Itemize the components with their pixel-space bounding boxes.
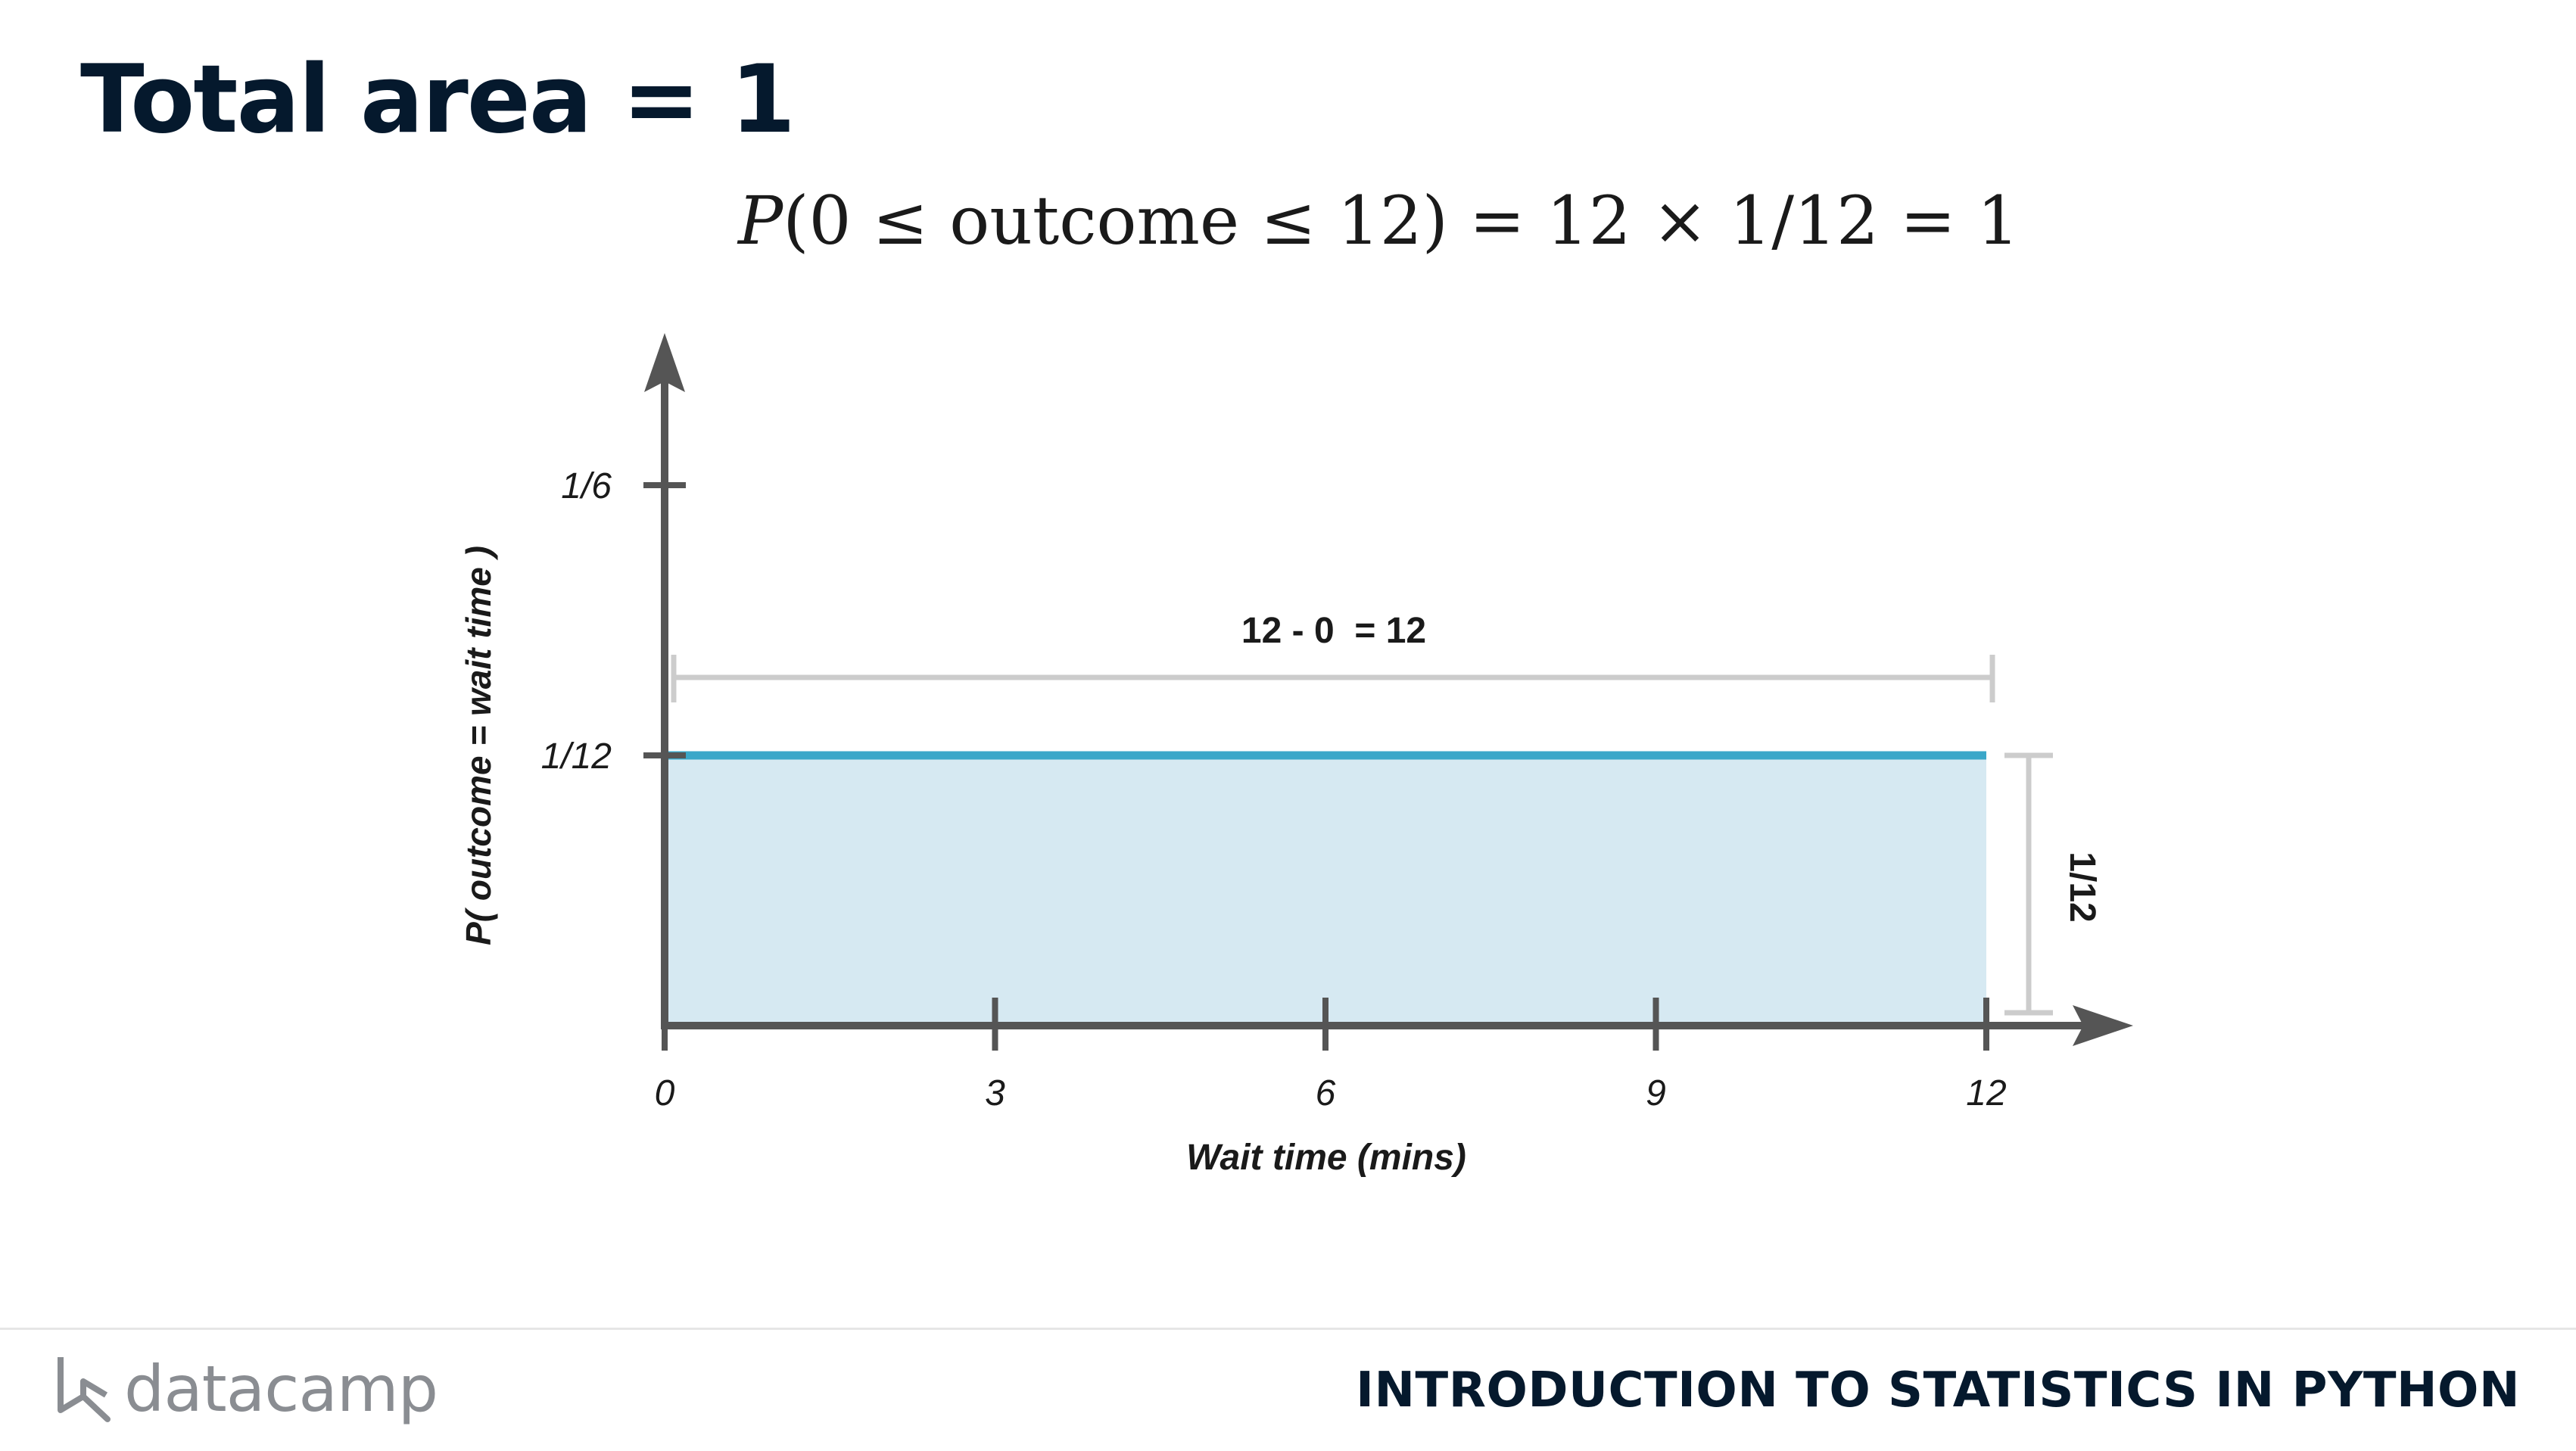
probability-formula: P(0 ≤ outcome ≤ 12) = 12 × 1/12 = 1 [738,182,2020,260]
course-title: INTRODUCTION TO STATISTICS IN PYTHON [1356,1362,2520,1418]
height-annotation-label: 1/12 [2062,852,2102,922]
footer-divider [0,1328,2576,1330]
x-tick-label: 12 [1966,1073,2006,1113]
x-tick-label: 9 [1646,1073,1666,1113]
y-tick-label: 1/12 [541,736,612,777]
slide-title: Total area = 1 [80,45,796,154]
datacamp-logo: datacamp [53,1351,438,1427]
x-tick-label: 6 [1316,1073,1336,1113]
formula-variable: P [738,182,783,260]
density-area-fill [665,755,1986,1026]
datacamp-logo-icon [58,1357,111,1422]
y-tick-label: 1/6 [561,466,612,506]
y-axis-label: P( outcome = wait time ) [459,546,498,945]
uniform-distribution-chart: 0 3 6 9 12 1/6 1/12 Wait time (mins) P( outcom… [459,333,2133,1178]
formula-expression: (0 ≤ outcome ≤ 12) = 12 × 1/12 = 1 [783,182,2020,260]
x-axis-label: Wait time (mins) [1186,1138,1466,1178]
x-tick-label: 3 [985,1073,1005,1113]
width-annotation-label: 12 - 0 = 12 [1241,611,1426,651]
x-axis-arrowhead [2073,1005,2133,1046]
y-axis-arrowhead [644,333,685,392]
logo-wordmark: datacamp [124,1352,438,1426]
x-tick-label: 0 [655,1073,675,1113]
